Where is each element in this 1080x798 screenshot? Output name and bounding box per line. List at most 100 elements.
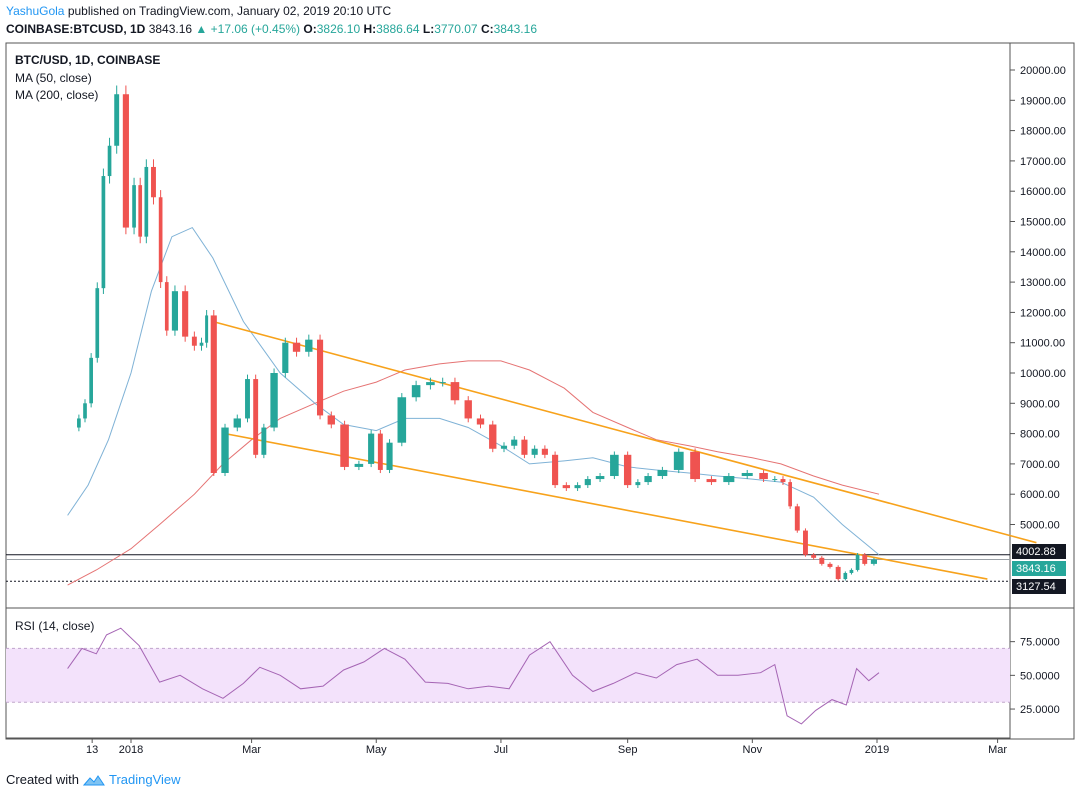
- candle-body: [95, 288, 100, 358]
- candle-body: [610, 454, 619, 477]
- time-tick-label: Nov: [743, 744, 763, 756]
- candle-body: [690, 451, 701, 480]
- candle-body: [122, 94, 129, 228]
- candle-body: [623, 454, 632, 486]
- candle-body: [77, 418, 81, 428]
- open-value: 3826.10: [316, 22, 361, 36]
- candle-body: [164, 282, 169, 331]
- candle-body: [411, 385, 421, 398]
- candle-body: [171, 291, 179, 331]
- candle-body: [210, 315, 217, 473]
- price-label-resistance: 4002.88: [1016, 546, 1056, 558]
- price-tick-label: 15000.00: [1020, 217, 1066, 229]
- candle-body: [803, 530, 808, 555]
- candle-body: [83, 403, 87, 419]
- candle-body: [843, 572, 848, 580]
- candle-body: [199, 342, 204, 346]
- candle-body: [261, 427, 267, 455]
- low-value: 3770.07: [434, 22, 478, 36]
- candle-body: [305, 339, 313, 352]
- candle-body: [253, 379, 259, 455]
- price-tick-label: 6000.00: [1020, 489, 1060, 501]
- created-with-text: Created with: [6, 772, 79, 787]
- ma200-line: [67, 360, 880, 586]
- change-value: ▲ +17.06 (+0.45%): [195, 22, 301, 36]
- tradingview-link[interactable]: TradingView: [108, 772, 181, 787]
- candle-body: [450, 382, 460, 401]
- candle-body: [584, 479, 591, 486]
- price-tick-label: 14000.00: [1020, 247, 1066, 259]
- candle-body: [855, 554, 860, 570]
- close-value: 3843.16: [493, 22, 537, 36]
- price-chart[interactable]: 20000.00 19000.00 18000.00 17000.00 16000.00…: [0, 0, 1080, 760]
- candle-body: [397, 397, 407, 443]
- candle-body: [327, 415, 335, 425]
- price-tick-label: 13000.00: [1020, 277, 1066, 289]
- rsi-tick-label: 25.0000: [1020, 704, 1060, 716]
- chart-title: BTC/USD, 1D, COINBASE: [15, 53, 161, 67]
- candle-body: [282, 342, 289, 373]
- rsi-band: [6, 648, 1010, 703]
- candle-body: [870, 559, 877, 564]
- candle-body: [706, 479, 717, 483]
- high-label: H:: [363, 22, 377, 36]
- time-tick-label: Jul: [494, 744, 508, 756]
- candle-body: [772, 479, 778, 481]
- candle-body: [562, 485, 571, 489]
- close-label: C:: [480, 22, 494, 36]
- candle-body: [788, 482, 792, 507]
- candle-body: [151, 166, 156, 198]
- candle-body: [811, 554, 817, 558]
- candle-body: [644, 476, 652, 483]
- rsi-line: [67, 627, 880, 725]
- candle-body: [270, 373, 278, 428]
- price-label-box-support: [1012, 579, 1066, 594]
- rsi-tick-label: 75.0000: [1020, 637, 1060, 649]
- time-tick-label: Mar: [242, 744, 261, 756]
- candle-body: [819, 557, 825, 564]
- rsi-tick-label: 50.0000: [1020, 670, 1060, 682]
- candle-body: [439, 382, 446, 384]
- candle-body: [158, 197, 163, 283]
- candle-body: [794, 506, 800, 531]
- time-tick-label: 13: [86, 744, 98, 756]
- price-tick-label: 11000.00: [1020, 338, 1065, 350]
- candle-body: [132, 185, 136, 228]
- ma50-legend[interactable]: MA (50, close): [15, 71, 92, 85]
- candle-body: [114, 94, 120, 146]
- candle-body: [316, 339, 324, 416]
- candle-body: [89, 357, 93, 404]
- candle-body: [635, 482, 641, 486]
- price-label-support: 3127.54: [1016, 581, 1056, 593]
- candle-body: [489, 424, 497, 449]
- candle-body: [827, 563, 833, 567]
- price-tick-label: 7000.00: [1020, 459, 1060, 471]
- ma200-legend[interactable]: MA (200, close): [15, 88, 99, 102]
- candle-body: [741, 472, 753, 477]
- candle-body: [191, 336, 197, 346]
- candle-body: [511, 439, 518, 446]
- candle-body: [780, 479, 786, 483]
- low-label: L:: [422, 22, 435, 36]
- high-value: 3886.64: [376, 22, 420, 36]
- time-tick-label: 2018: [119, 744, 143, 756]
- candle-body: [377, 433, 383, 470]
- price-tick-label: 16000.00: [1020, 186, 1066, 198]
- candle-body: [205, 315, 209, 343]
- author-link[interactable]: YashuGola: [6, 4, 65, 18]
- price-label-box-last: [1012, 561, 1066, 576]
- candle-body: [476, 418, 485, 425]
- price-tick-label: 20000.00: [1020, 65, 1066, 77]
- price-value: 3843.16: [148, 22, 193, 36]
- candle-body: [552, 454, 559, 486]
- rsi-legend[interactable]: RSI (14, close): [15, 619, 95, 633]
- candle-body: [245, 379, 250, 419]
- candle-body: [759, 472, 768, 480]
- price-tick-label: 18000.00: [1020, 126, 1066, 138]
- candle-body: [723, 476, 735, 483]
- time-tick-label: Mar: [988, 744, 1007, 756]
- candle-body: [368, 433, 375, 464]
- candle-body: [595, 476, 605, 480]
- candle-body: [657, 469, 668, 477]
- price-tick-label: 17000.00: [1020, 156, 1066, 168]
